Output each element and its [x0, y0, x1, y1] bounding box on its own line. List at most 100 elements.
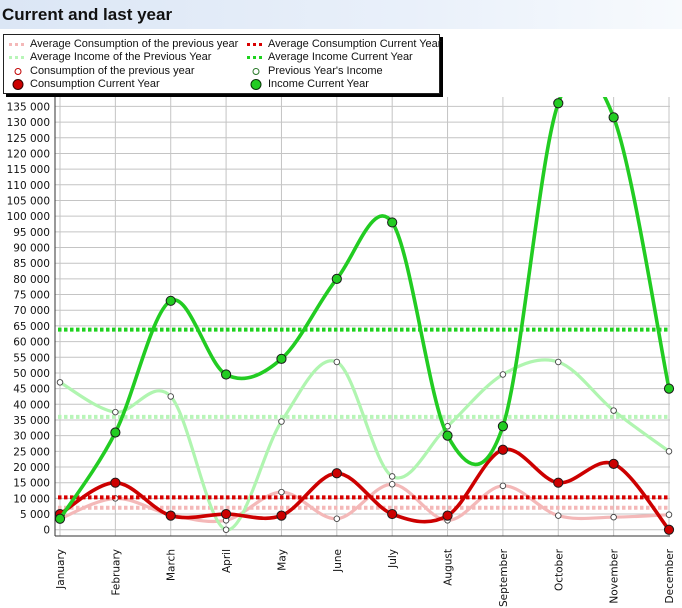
legend-swatch-consumption-current-icon — [12, 79, 24, 90]
series-consumption-current-point — [276, 510, 287, 521]
series-income-prev-point — [499, 371, 507, 378]
series-income-current-point — [553, 98, 564, 109]
series-consumption-prev-point — [278, 488, 285, 496]
y-tick-label: 135 000 — [7, 101, 50, 113]
x-tick-label: June — [332, 549, 344, 573]
series-income-current-point — [663, 383, 675, 394]
y-tick-label: 25 000 — [13, 446, 50, 458]
series-income-prev-point — [610, 407, 617, 414]
y-tick-label: 70 000 — [13, 305, 50, 317]
y-tick-label: 0 — [43, 525, 50, 537]
legend-label: Previous Year's Income — [268, 65, 383, 77]
x-tick-label: July — [387, 549, 399, 569]
legend-swatch-avg-consumption-current-icon — [247, 43, 265, 46]
legend-label: Average Consumption Current Year — [268, 38, 442, 50]
series-income-prev-point — [167, 393, 174, 400]
y-tick-label: 75 000 — [13, 290, 50, 302]
y-tick-label: 105 000 — [7, 195, 50, 207]
series-consumption-current-point — [110, 477, 121, 488]
series-income-current-point — [442, 430, 453, 441]
y-tick-label: 10 000 — [13, 493, 50, 505]
series-income-current-point — [387, 217, 398, 228]
series-income-prev-point — [388, 473, 396, 480]
legend-swatch-income-current-icon — [250, 79, 262, 90]
series-consumption-prev-point — [555, 512, 562, 519]
series-income-current-point — [165, 295, 176, 306]
series-consumption-current-point — [331, 468, 342, 479]
series-consumption-current-point — [165, 510, 176, 521]
series-income-current-point — [608, 112, 619, 123]
series-income-prev-point — [56, 379, 64, 386]
series-income-current-point — [54, 513, 66, 524]
y-tick-label: 90 000 — [13, 243, 50, 255]
series-income-current-point — [220, 369, 232, 380]
legend-swatch-avg-consumption-prev-icon — [9, 43, 27, 46]
series-income-prev-point — [278, 418, 285, 425]
series-income-current-point — [331, 273, 342, 284]
y-tick-label: 50 000 — [13, 368, 50, 380]
series-income-current-point — [497, 421, 509, 432]
series-consumption-current-point — [663, 524, 675, 535]
series-consumption-current-point — [387, 508, 398, 520]
series-consumption-prev-point — [388, 481, 396, 488]
x-tick-label: March — [166, 549, 178, 581]
series-income-current-point — [110, 427, 121, 438]
series-consumption-current-point — [497, 444, 509, 455]
series-consumption-prev-point — [333, 515, 341, 523]
x-tick-label: April — [221, 549, 233, 573]
x-tick-label: May — [276, 549, 288, 571]
x-tick-label: February — [110, 549, 122, 596]
series-income-prev-point — [333, 358, 341, 366]
x-tick-label: September — [498, 548, 510, 607]
x-tick-label: November — [609, 548, 621, 603]
legend-swatch-avg-income-prev-icon — [9, 56, 27, 59]
y-tick-label: 120 000 — [7, 148, 50, 160]
series-consumption-prev-point — [665, 511, 673, 518]
series-income-prev-point — [112, 408, 119, 416]
x-tick-label: October — [553, 548, 565, 591]
chart-legend: Average Consumption of the previous year… — [3, 34, 442, 94]
y-tick-label: 15 000 — [13, 478, 50, 490]
series-consumption-current-point — [442, 510, 453, 521]
legend-label: Average Income Current Year — [268, 51, 413, 63]
y-tick-label: 5 000 — [20, 509, 50, 521]
series-income-current-point — [276, 353, 287, 364]
legend-label: Consumption of the previous year — [30, 65, 195, 77]
legend-label: Income Current Year — [268, 78, 369, 90]
window-title-bar: Current and last year — [0, 0, 682, 29]
y-tick-label: 115 000 — [7, 164, 50, 176]
y-tick-label: 130 000 — [7, 117, 50, 129]
y-tick-label: 45 000 — [13, 384, 50, 396]
plot-area — [55, 97, 670, 536]
y-tick-label: 60 000 — [13, 337, 50, 349]
x-tick-label: August — [443, 549, 455, 586]
legend-label: Average Income of the Previous Year — [30, 51, 212, 63]
legend-swatch-avg-income-current-icon — [247, 56, 265, 59]
series-consumption-current-point — [220, 508, 232, 520]
y-tick-label: 20 000 — [13, 462, 50, 474]
series-consumption-current-point — [553, 477, 564, 488]
y-tick-label: 35 000 — [13, 415, 50, 427]
x-tick-label: December — [664, 548, 676, 603]
y-tick-label: 110 000 — [7, 180, 50, 192]
y-tick-label: 100 000 — [7, 211, 50, 223]
x-tick-label: January — [55, 549, 67, 590]
series-consumption-current-point — [608, 458, 619, 469]
y-tick-label: 95 000 — [13, 227, 50, 239]
series-consumption-prev-point — [499, 482, 507, 490]
legend-label: Consumption Current Year — [30, 78, 160, 90]
legend-swatch-income-prev-icon — [252, 68, 260, 75]
legend-swatch-consumption-prev-icon — [14, 68, 22, 75]
series-income-prev-point — [222, 526, 230, 533]
y-tick-label: 40 000 — [13, 399, 50, 411]
y-tick-label: 85 000 — [13, 258, 50, 270]
series-consumption-prev-point — [610, 513, 617, 521]
y-tick-label: 55 000 — [13, 352, 50, 364]
series-income-prev-point — [665, 448, 673, 455]
legend-label: Average Consumption of the previous year — [30, 38, 239, 50]
y-tick-label: 30 000 — [13, 431, 50, 443]
y-tick-label: 125 000 — [7, 133, 50, 145]
y-tick-label: 65 000 — [13, 321, 50, 333]
y-tick-label: 80 000 — [13, 274, 50, 286]
